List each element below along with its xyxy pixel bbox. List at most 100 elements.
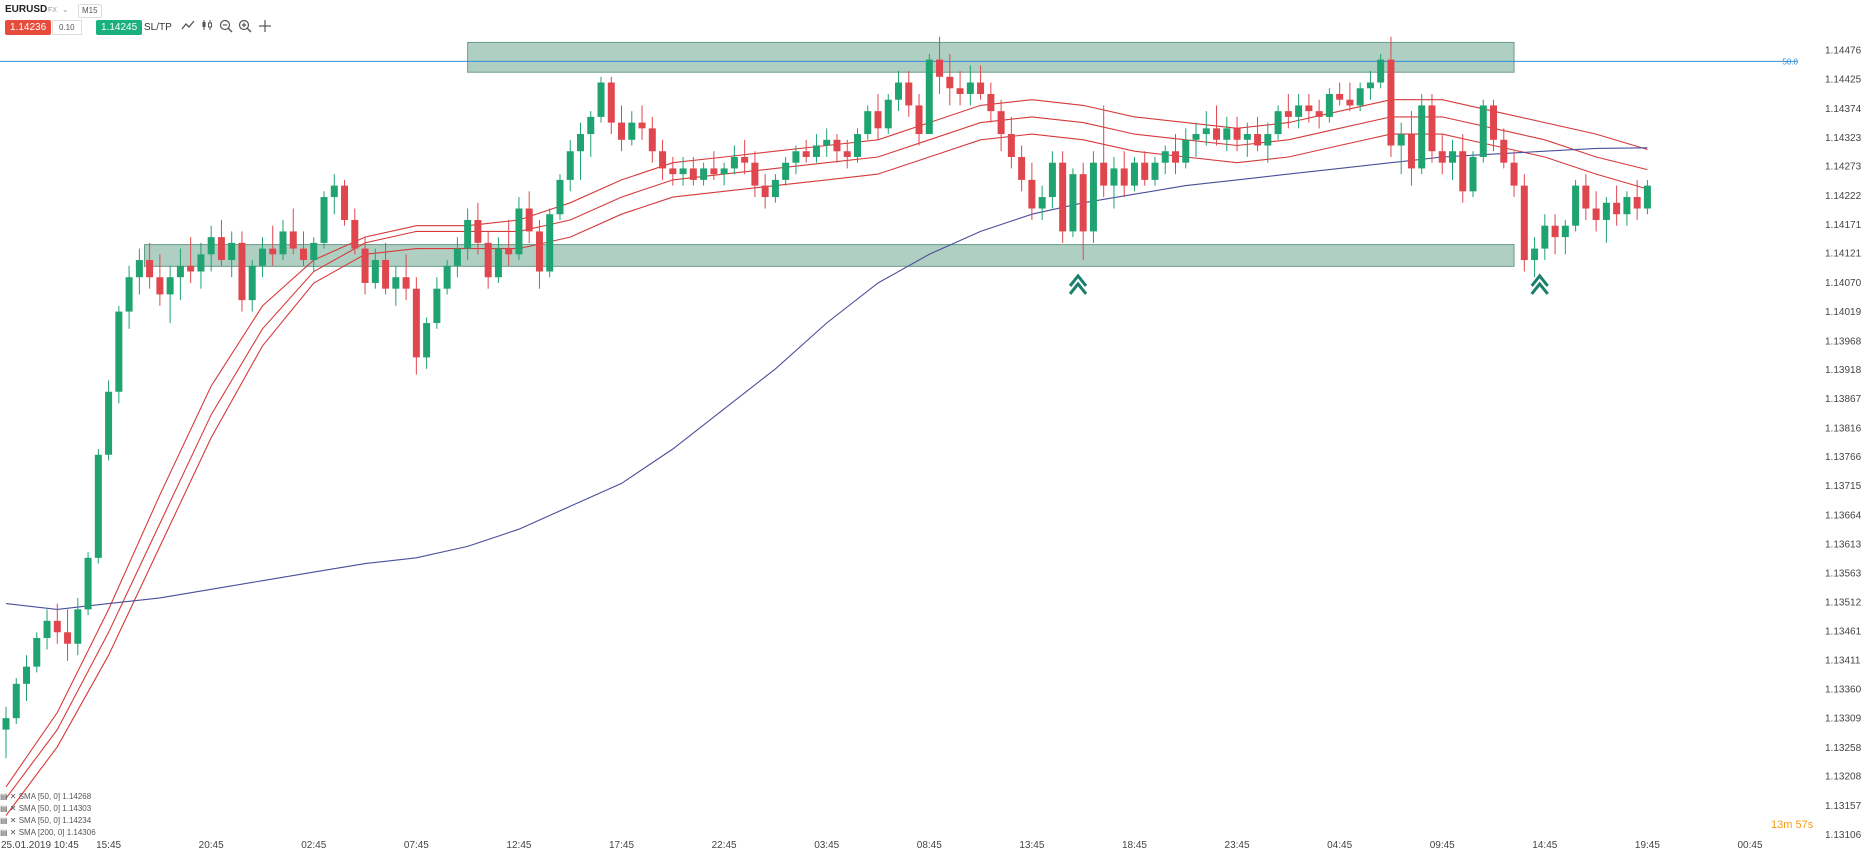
x-tick-label: 14:45 bbox=[1532, 840, 1557, 851]
chevron-down-icon[interactable]: ⌄ bbox=[62, 5, 69, 14]
sltp-button[interactable]: SL/TP bbox=[144, 22, 172, 33]
legend-item[interactable]: ▤ ✕ SMA [50, 0] 1.14303 bbox=[0, 804, 92, 813]
candle bbox=[1325, 88, 1333, 123]
x-tick-label: 18:45 bbox=[1122, 840, 1147, 851]
candle bbox=[105, 380, 113, 461]
candle-body bbox=[576, 134, 584, 152]
timeframe-selector[interactable]: M15 bbox=[78, 4, 102, 18]
candle-body bbox=[248, 265, 256, 301]
line-chart-icon[interactable] bbox=[180, 19, 196, 35]
candle-body bbox=[94, 454, 102, 558]
y-tick-label: 1.13106 bbox=[1825, 830, 1862, 841]
candle bbox=[187, 237, 195, 283]
candle bbox=[1233, 116, 1241, 152]
candle bbox=[1520, 174, 1528, 272]
zoom-out-icon[interactable] bbox=[218, 19, 234, 35]
candle-body bbox=[618, 122, 626, 140]
candle bbox=[730, 145, 738, 175]
candle-body bbox=[1182, 139, 1190, 163]
candle bbox=[1141, 151, 1149, 186]
candle-body bbox=[320, 197, 328, 243]
candle bbox=[1254, 116, 1262, 152]
candle-body bbox=[197, 254, 205, 272]
candle bbox=[135, 248, 143, 295]
candle-body bbox=[1192, 134, 1200, 140]
candle bbox=[525, 191, 533, 243]
candle-body bbox=[853, 134, 861, 157]
chart-toolbar: EURUSD FX ⌄ M15 1.14236 0.10 1.14245 SL/… bbox=[0, 0, 640, 35]
candle-body bbox=[1089, 162, 1097, 232]
legend-item[interactable]: ▤ ✕ SMA [50, 0] 1.14268 bbox=[0, 792, 92, 801]
symbol-label[interactable]: EURUSD bbox=[5, 4, 48, 15]
candle bbox=[453, 237, 461, 278]
candle-body bbox=[751, 162, 759, 186]
candle-body bbox=[1490, 105, 1498, 140]
candle bbox=[197, 242, 205, 289]
legend-item[interactable]: ▤ ✕ SMA [50, 0] 1.14234 bbox=[0, 816, 92, 825]
candle-body bbox=[1469, 156, 1477, 192]
candle bbox=[566, 139, 574, 192]
candle-body bbox=[187, 265, 195, 272]
y-tick-label: 1.13766 bbox=[1825, 452, 1862, 463]
candle-body bbox=[515, 208, 523, 255]
candle bbox=[853, 128, 861, 163]
lot-size-input[interactable]: 0.10 bbox=[52, 20, 82, 35]
crosshair-icon[interactable] bbox=[257, 19, 273, 35]
candle bbox=[1448, 139, 1456, 180]
candle-body bbox=[659, 151, 667, 169]
candle-body bbox=[1018, 156, 1026, 180]
candle bbox=[1366, 71, 1374, 100]
candle-body bbox=[1243, 134, 1251, 140]
candle-body bbox=[1520, 185, 1528, 261]
candle-body bbox=[1161, 151, 1169, 163]
candle bbox=[1438, 134, 1446, 175]
candle-body bbox=[1602, 202, 1610, 220]
candle-body bbox=[105, 391, 113, 455]
candle bbox=[1572, 179, 1580, 232]
sell-button[interactable]: 1.14236 bbox=[5, 20, 52, 35]
candle-body bbox=[443, 265, 451, 289]
candle-body bbox=[864, 111, 872, 135]
candles-icon[interactable] bbox=[200, 19, 216, 35]
candle bbox=[330, 174, 338, 215]
candle-body bbox=[310, 242, 318, 261]
candle-body bbox=[1438, 151, 1446, 163]
x-tick-label: 04:45 bbox=[1327, 840, 1352, 851]
candle-body bbox=[607, 82, 615, 123]
candle-body bbox=[228, 242, 236, 261]
x-tick-label: 03:45 bbox=[814, 840, 839, 851]
candle bbox=[228, 231, 236, 278]
candle-body bbox=[987, 93, 995, 112]
buy-button[interactable]: 1.14245 bbox=[96, 20, 143, 35]
x-tick-label: 25.01.2019 10:45 bbox=[1, 840, 79, 851]
candle bbox=[1192, 122, 1200, 157]
candle-body bbox=[392, 277, 400, 289]
x-tick-label: 12:45 bbox=[506, 840, 531, 851]
candle bbox=[1100, 105, 1108, 198]
candle-body bbox=[1428, 105, 1436, 152]
candle-body bbox=[74, 609, 82, 644]
candle-body bbox=[1202, 128, 1210, 135]
candle bbox=[628, 111, 636, 146]
candle bbox=[895, 71, 903, 112]
candle bbox=[1069, 168, 1077, 238]
candle bbox=[258, 237, 266, 278]
candle-body bbox=[125, 277, 133, 312]
candle bbox=[382, 242, 390, 295]
zoom-in-icon[interactable] bbox=[237, 19, 253, 35]
legend-item[interactable]: ▤ ✕ SMA [200, 0] 1.14306 bbox=[0, 828, 96, 837]
candle-body bbox=[1028, 179, 1036, 209]
x-tick-label: 15:45 bbox=[96, 840, 121, 851]
candle bbox=[402, 254, 410, 301]
candle bbox=[946, 53, 954, 106]
candle bbox=[1397, 122, 1405, 175]
candle bbox=[74, 597, 82, 656]
candle bbox=[710, 151, 718, 180]
y-tick-label: 1.14374 bbox=[1825, 104, 1862, 115]
candle-body bbox=[977, 82, 985, 94]
candle bbox=[166, 265, 174, 324]
candle-body bbox=[176, 265, 184, 278]
candle bbox=[905, 71, 913, 117]
sma-line bbox=[5, 133, 1648, 816]
